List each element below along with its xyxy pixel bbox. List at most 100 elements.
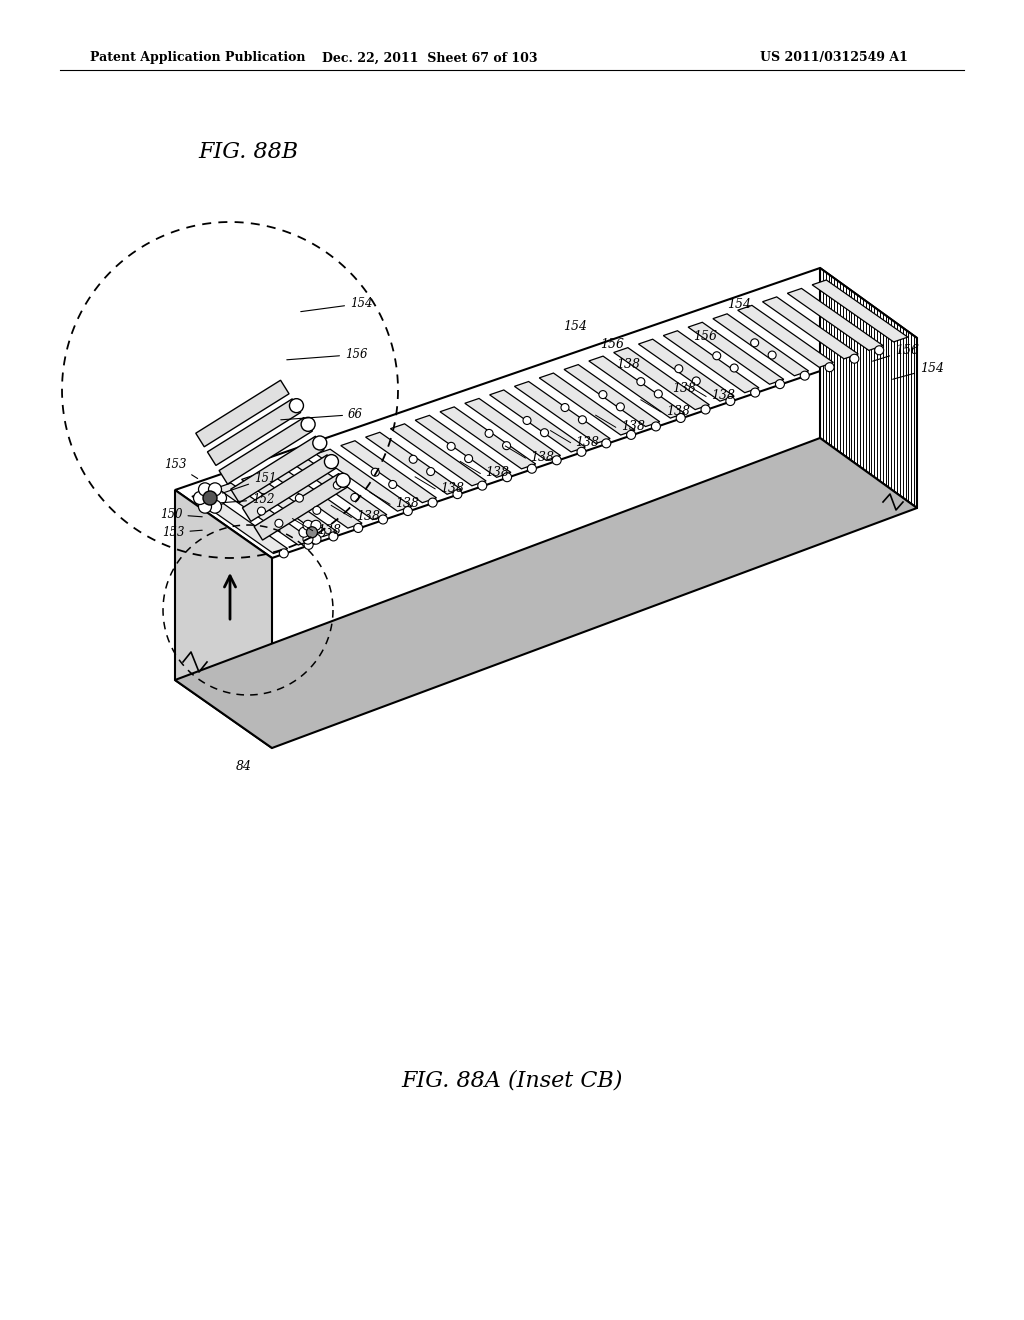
Circle shape — [428, 498, 437, 507]
Circle shape — [654, 389, 663, 397]
Circle shape — [730, 364, 738, 372]
Polygon shape — [230, 436, 324, 503]
Circle shape — [692, 378, 700, 385]
Polygon shape — [713, 314, 809, 376]
Circle shape — [403, 507, 413, 516]
Circle shape — [713, 351, 721, 360]
Text: 138: 138 — [440, 482, 464, 495]
Polygon shape — [613, 347, 710, 409]
Circle shape — [304, 540, 313, 549]
Polygon shape — [514, 381, 610, 444]
Circle shape — [379, 515, 387, 524]
Polygon shape — [787, 289, 883, 350]
Polygon shape — [465, 399, 560, 461]
Circle shape — [801, 371, 809, 380]
Polygon shape — [175, 490, 272, 748]
Polygon shape — [243, 455, 336, 521]
Circle shape — [552, 455, 561, 465]
Circle shape — [351, 494, 358, 502]
Circle shape — [602, 438, 610, 447]
Circle shape — [751, 339, 759, 347]
Circle shape — [768, 351, 776, 359]
Circle shape — [311, 520, 321, 531]
Circle shape — [203, 491, 217, 506]
Text: 156: 156 — [600, 338, 624, 351]
Circle shape — [389, 480, 396, 488]
Text: 138: 138 — [530, 451, 554, 465]
Text: 154: 154 — [563, 319, 587, 333]
Polygon shape — [440, 407, 536, 469]
Polygon shape — [196, 380, 289, 446]
Circle shape — [850, 354, 859, 363]
Circle shape — [257, 507, 265, 515]
Text: 138: 138 — [395, 498, 419, 511]
Polygon shape — [291, 458, 387, 520]
Polygon shape — [390, 424, 486, 486]
Circle shape — [427, 467, 434, 475]
Polygon shape — [208, 399, 301, 466]
Circle shape — [353, 524, 362, 532]
Text: 84: 84 — [236, 760, 252, 774]
Circle shape — [637, 378, 645, 385]
Polygon shape — [737, 305, 834, 367]
Polygon shape — [540, 374, 635, 436]
Text: 138: 138 — [485, 466, 509, 479]
Text: Dec. 22, 2011  Sheet 67 of 103: Dec. 22, 2011 Sheet 67 of 103 — [323, 51, 538, 65]
Circle shape — [301, 417, 315, 432]
Circle shape — [541, 429, 549, 437]
Polygon shape — [175, 268, 918, 558]
Circle shape — [280, 549, 289, 558]
Circle shape — [299, 527, 309, 537]
Circle shape — [295, 494, 303, 502]
Polygon shape — [564, 364, 659, 426]
Polygon shape — [415, 416, 511, 478]
Polygon shape — [589, 356, 685, 418]
Circle shape — [274, 519, 283, 527]
Circle shape — [478, 482, 486, 490]
Circle shape — [874, 346, 884, 355]
Circle shape — [527, 465, 537, 474]
Text: 138: 138 — [711, 389, 735, 403]
Text: 138: 138 — [666, 405, 690, 418]
Circle shape — [825, 363, 835, 372]
Circle shape — [675, 364, 683, 372]
Circle shape — [579, 416, 587, 424]
Circle shape — [751, 388, 760, 397]
Circle shape — [447, 442, 455, 450]
Polygon shape — [763, 297, 858, 359]
Circle shape — [303, 520, 313, 531]
Circle shape — [503, 442, 511, 450]
Polygon shape — [639, 339, 734, 401]
Polygon shape — [217, 483, 312, 545]
Text: 138: 138 — [317, 524, 342, 537]
Text: 66: 66 — [281, 408, 362, 421]
Polygon shape — [341, 441, 436, 503]
Circle shape — [199, 500, 212, 513]
Circle shape — [599, 391, 607, 399]
Polygon shape — [191, 491, 288, 553]
Polygon shape — [812, 280, 908, 342]
Polygon shape — [266, 466, 362, 528]
Circle shape — [199, 483, 212, 496]
Polygon shape — [664, 331, 759, 393]
Circle shape — [213, 491, 226, 504]
Polygon shape — [175, 438, 918, 748]
Text: FIG. 88B: FIG. 88B — [198, 141, 298, 162]
Text: 138: 138 — [575, 436, 600, 449]
Circle shape — [325, 454, 339, 469]
Circle shape — [701, 405, 710, 414]
Polygon shape — [254, 474, 347, 540]
Circle shape — [627, 430, 636, 440]
Circle shape — [334, 482, 341, 490]
Text: 156: 156 — [872, 345, 919, 362]
Circle shape — [503, 473, 512, 482]
Circle shape — [410, 455, 417, 463]
Text: 151: 151 — [222, 473, 276, 494]
Polygon shape — [316, 449, 412, 511]
Circle shape — [465, 454, 473, 462]
Circle shape — [676, 413, 685, 422]
Circle shape — [303, 535, 313, 544]
Text: US 2011/0312549 A1: US 2011/0312549 A1 — [760, 51, 908, 65]
Circle shape — [315, 527, 325, 537]
Circle shape — [561, 404, 569, 412]
